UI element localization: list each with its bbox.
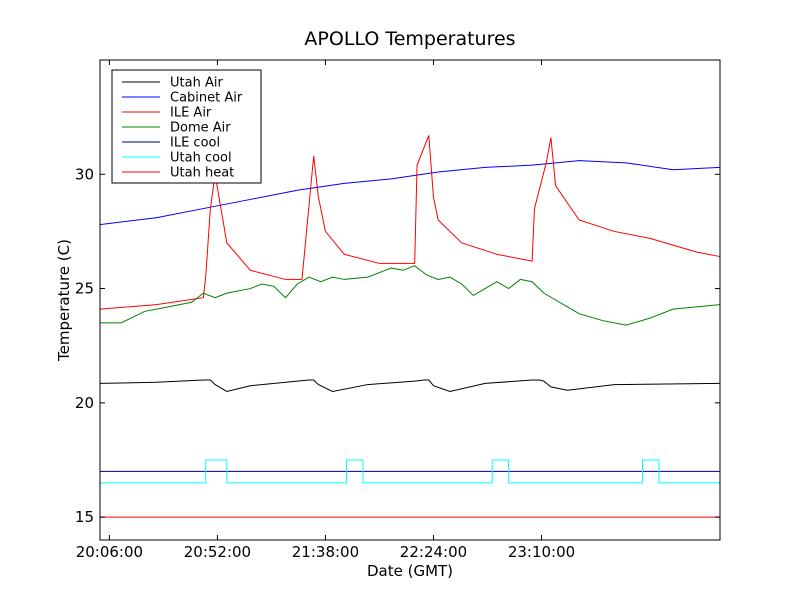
legend-label: Utah heat — [170, 166, 234, 181]
y-axis-label: Temperature (C) — [55, 239, 73, 362]
series-line-utah-cool — [100, 459, 720, 484]
plot-series — [99, 135, 721, 518]
legend-label: Dome Air — [170, 121, 231, 136]
x-tick-label: 21:38:00 — [292, 543, 359, 561]
series-line-ile-air — [99, 135, 721, 310]
series-line-cabinet-air — [99, 160, 721, 226]
x-tick-label: 20:06:00 — [76, 543, 143, 561]
y-tick-label: 30 — [75, 165, 94, 183]
x-tick-label: 20:52:00 — [184, 543, 251, 561]
plot-frame — [99, 59, 721, 541]
series-line-utah-air — [99, 379, 721, 392]
y-tick-label: 25 — [75, 280, 94, 298]
y-axis-ticks: 15 20 25 30 — [75, 165, 720, 526]
legend-label: Cabinet Air — [170, 91, 243, 106]
x-tick-label: 23:10:00 — [508, 543, 575, 561]
legend-label: ILE cool — [170, 136, 220, 151]
y-tick-label: 15 — [75, 508, 94, 526]
legend-label: Utah Air — [170, 76, 223, 91]
x-axis-ticks: 20:06:00 20:52:00 21:38:00 22:24:00 23:10:00 — [76, 60, 575, 561]
y-tick-label: 20 — [75, 394, 94, 412]
x-axis-label: Date (GMT) — [367, 562, 453, 580]
series-line-dome-air — [100, 265, 721, 326]
x-tick-label: 22:24:00 — [400, 543, 467, 561]
chart-title: APOLLO Temperatures — [304, 28, 515, 50]
legend-label: ILE Air — [170, 106, 212, 121]
legend-label: Utah cool — [170, 151, 232, 166]
